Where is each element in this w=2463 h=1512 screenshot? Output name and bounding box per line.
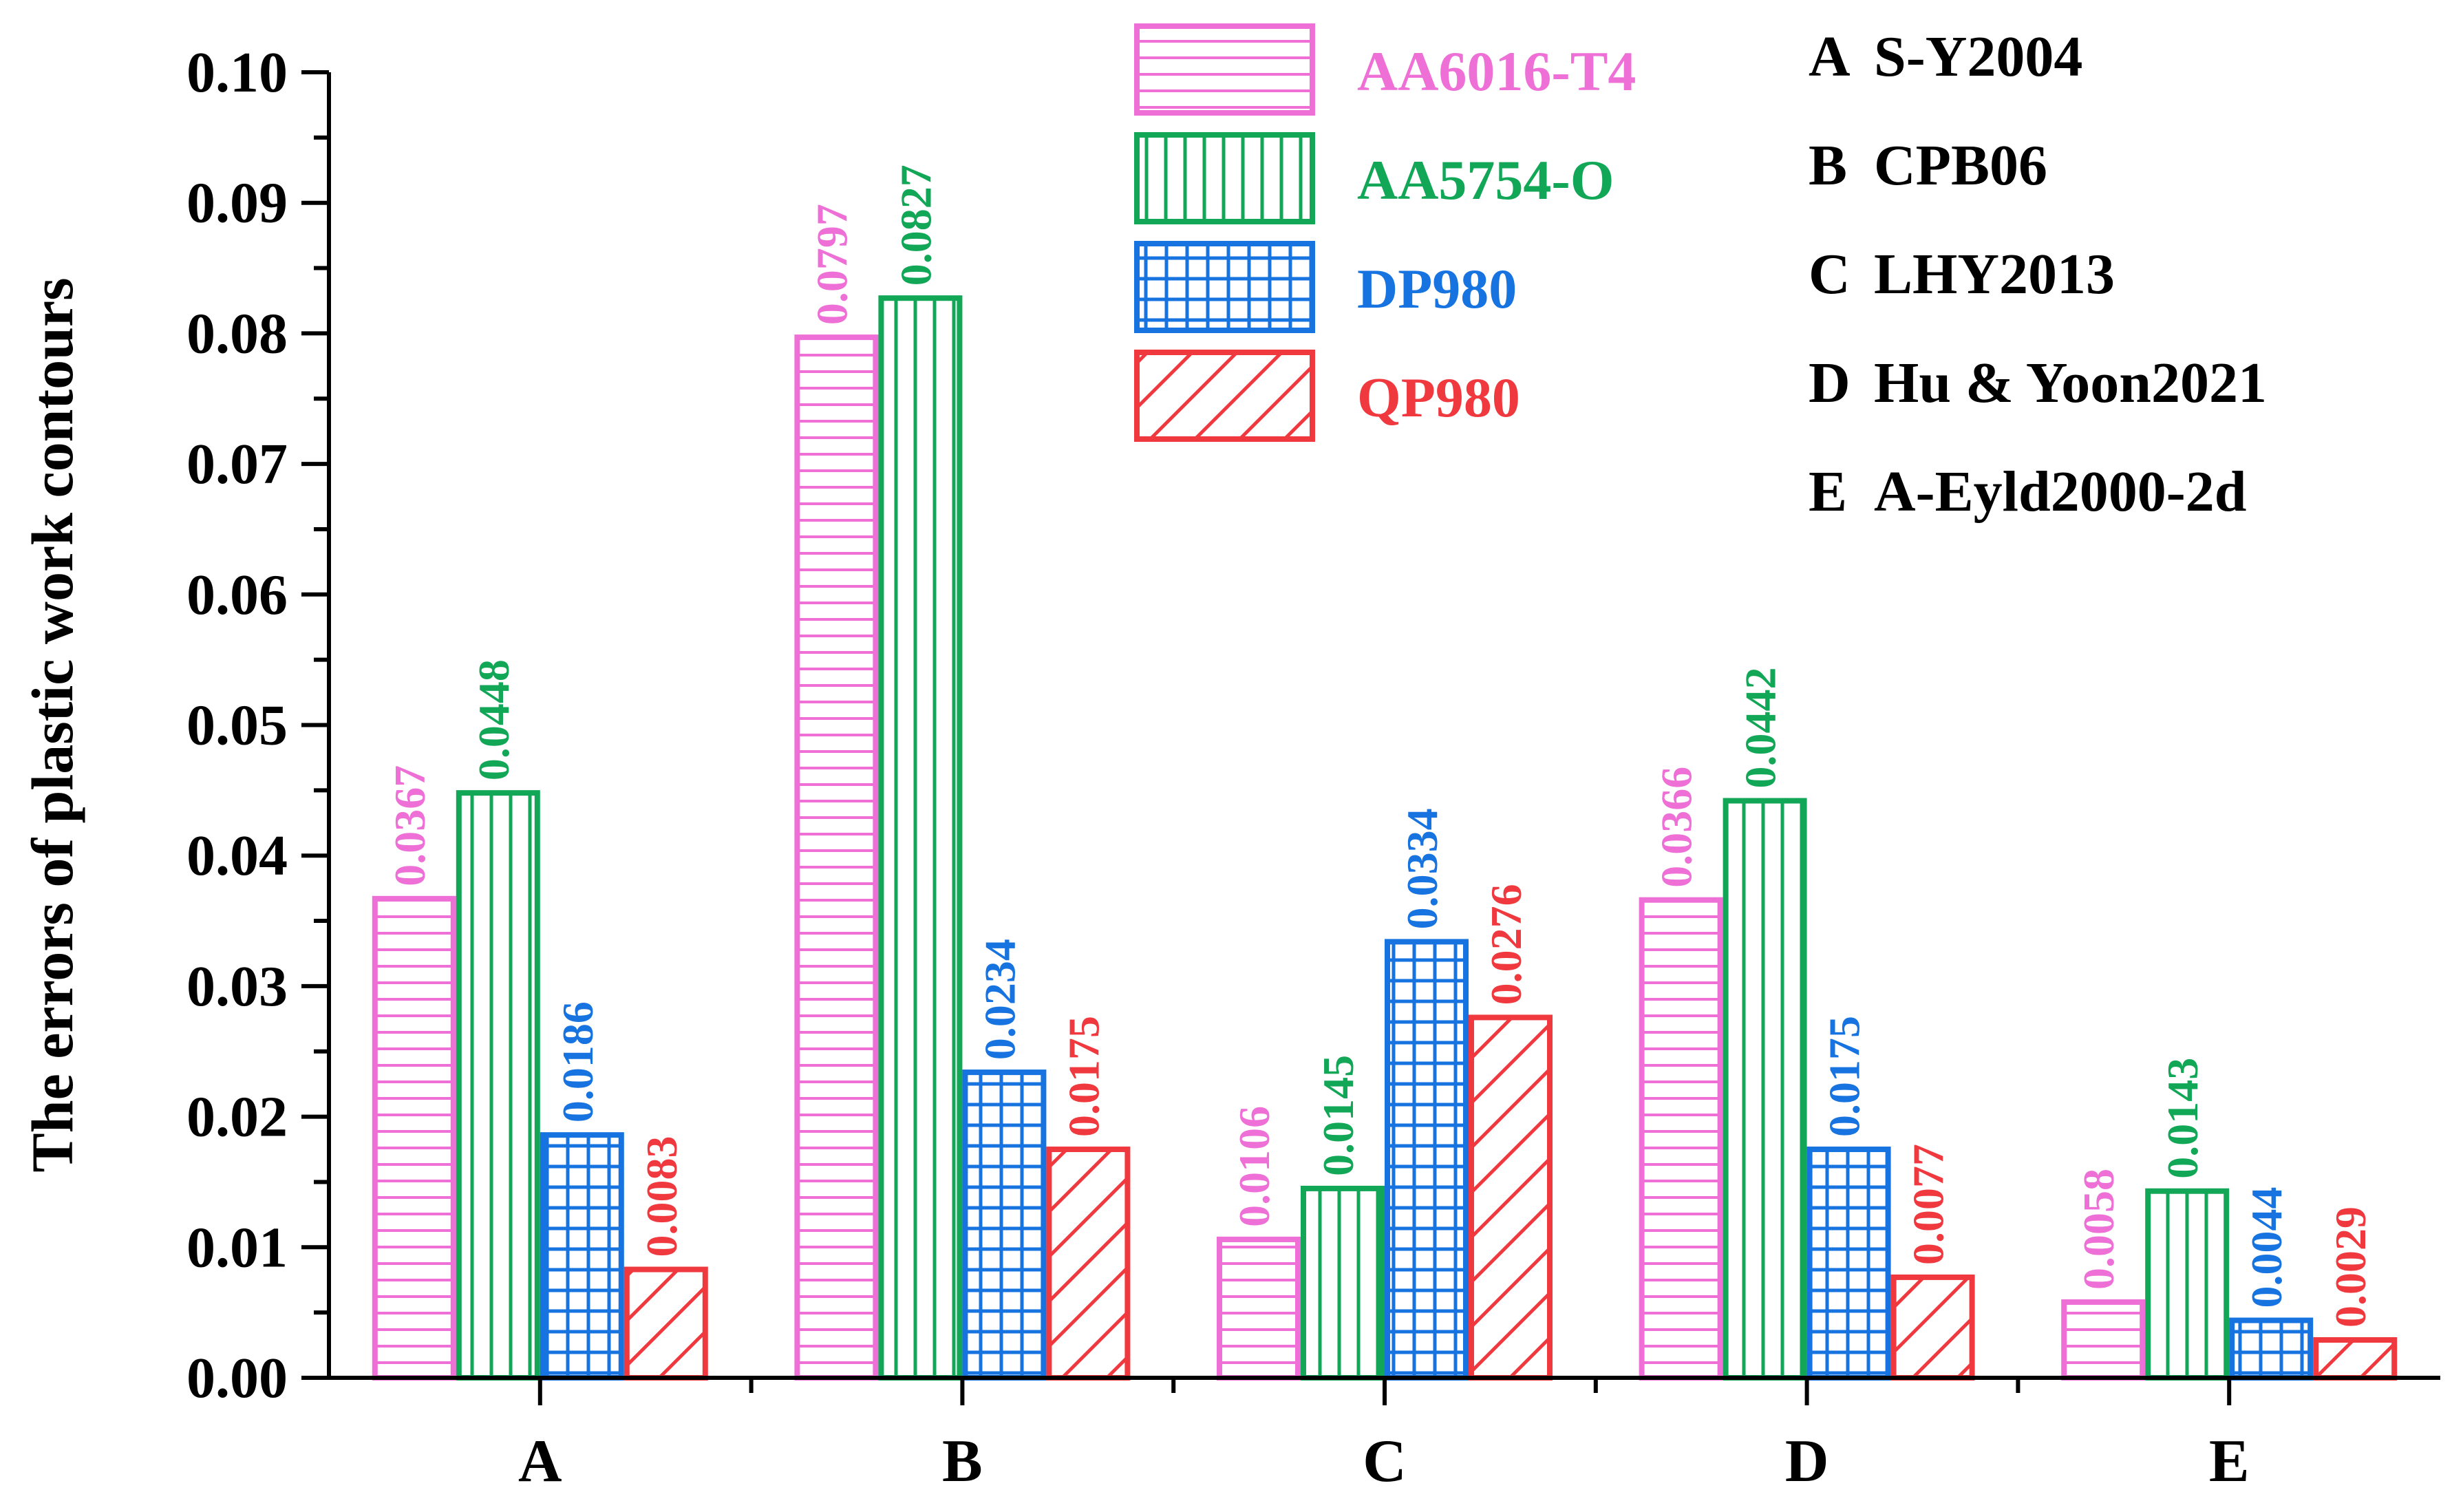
value-label-D-AA5754-O: 0.0442	[1736, 668, 1785, 789]
bar-D-AA5754-O	[1723, 798, 1807, 1381]
legend-label-DP980: DP980	[1357, 257, 1517, 320]
x-tick-label: D	[1785, 1428, 1829, 1495]
model-key-item-A: A S-Y2004	[1809, 25, 2082, 89]
value-label-A-QP980: 0.0083	[637, 1136, 686, 1257]
model-key-item-C: C LHY2013	[1809, 242, 2115, 306]
bar-B-AA6016-T4	[794, 334, 879, 1381]
bar-C-QP980	[1469, 1014, 1553, 1381]
x-tick-label: C	[1363, 1428, 1407, 1495]
y-tick-label: 0.09	[186, 171, 288, 235]
legend-label-AA6016-T4: AA6016-T4	[1357, 40, 1636, 103]
bar-A-QP980	[623, 1266, 708, 1381]
axes-group: 0.00 0.01 0.02 0.03 0.04 0.05 0.06 0.07 0.08 0.09…	[186, 41, 2440, 1495]
y-tick-label: 0.00	[186, 1346, 288, 1410]
model-key: A S-Y2004 B CPB06 C LHY2013 D Hu & Yoon2021 E A-E…	[1809, 25, 2267, 524]
y-tick-label: 0.10	[186, 41, 288, 105]
y-tick-label: 0.05	[186, 694, 288, 758]
model-key-item-D: D Hu & Yoon2021	[1809, 351, 2267, 415]
bar-B-QP980	[1046, 1147, 1131, 1381]
bar-B-DP980	[962, 1069, 1047, 1381]
model-key-item-B: B CPB06	[1809, 134, 2047, 198]
bar-E-DP980	[2229, 1317, 2314, 1381]
x-tick-label: A	[518, 1428, 562, 1495]
value-label-C-AA5754-O: 0.0145	[1314, 1055, 1363, 1176]
y-tick-label: 0.03	[186, 955, 288, 1019]
bar-D-DP980	[1806, 1147, 1891, 1381]
bar-D-QP980	[1890, 1274, 1975, 1381]
value-label-E-AA5754-O: 0.0143	[2158, 1058, 2207, 1179]
bar-E-AA5754-O	[2145, 1188, 2230, 1381]
value-label-E-DP980: 0.0044	[2242, 1187, 2291, 1308]
value-label-C-DP980: 0.0334	[1398, 808, 1447, 929]
y-axis-title: The errors of plastic work contours	[19, 277, 85, 1172]
bars-group	[372, 295, 2398, 1381]
bar-C-AA5754-O	[1301, 1185, 1385, 1381]
legend-swatch-QP980	[1134, 350, 1315, 442]
y-tick-label: 0.02	[186, 1085, 288, 1149]
legend: AA6016-T4 AA5754-O DP980 QP980	[1134, 23, 1636, 442]
value-labels-group: 0.0367 0.0448 0.0186 0.0083 0.0797 0.0827 0.02…	[385, 164, 2375, 1328]
legend-swatch-DP980	[1134, 241, 1315, 333]
value-label-D-DP980: 0.0175	[1820, 1016, 1869, 1137]
value-label-E-QP980: 0.0029	[2326, 1206, 2375, 1328]
bar-A-DP980	[540, 1132, 624, 1381]
value-label-A-AA6016-T4: 0.0367	[385, 765, 434, 886]
bar-E-AA6016-T4	[2061, 1299, 2146, 1381]
bar-E-QP980	[2313, 1337, 2398, 1381]
value-label-A-AA5754-O: 0.0448	[469, 659, 518, 780]
value-label-B-AA6016-T4: 0.0797	[807, 204, 856, 325]
value-label-D-QP980: 0.0077	[1904, 1144, 1953, 1265]
bar-C-AA6016-T4	[1217, 1236, 1301, 1381]
legend-label-QP980: QP980	[1357, 366, 1520, 429]
value-label-C-QP980: 0.0276	[1482, 884, 1531, 1005]
value-label-D-AA6016-T4: 0.0366	[1652, 767, 1701, 888]
x-tick-label: B	[942, 1428, 983, 1495]
bar-B-AA5754-O	[878, 295, 963, 1381]
y-tick-label: 0.07	[186, 432, 288, 496]
value-label-A-DP980: 0.0186	[553, 1001, 602, 1122]
bar-D-AA6016-T4	[1639, 897, 1723, 1381]
value-label-E-AA6016-T4: 0.0058	[2074, 1169, 2123, 1290]
legend-swatch-AA5754-O	[1134, 132, 1315, 224]
legend-label-AA5754-O: AA5754-O	[1357, 149, 1614, 211]
bar-C-DP980	[1385, 939, 1469, 1381]
y-axis-title-group: The errors of plastic work contours	[19, 277, 85, 1172]
value-label-B-DP980: 0.0234	[975, 939, 1024, 1060]
legend-swatch-AA6016-T4	[1134, 23, 1315, 116]
value-label-B-QP980: 0.0175	[1059, 1016, 1108, 1137]
y-tick-label: 0.04	[186, 824, 288, 888]
y-tick-label: 0.01	[186, 1215, 288, 1279]
x-tick-label: E	[2209, 1428, 2250, 1495]
value-label-C-AA6016-T4: 0.0106	[1230, 1106, 1279, 1227]
value-label-B-AA5754-O: 0.0827	[891, 164, 940, 286]
model-key-item-E: E A-Eyld2000-2d	[1809, 460, 2246, 524]
y-tick-label: 0.06	[186, 563, 288, 627]
bar-A-AA6016-T4	[372, 895, 456, 1381]
bar-A-AA5754-O	[456, 790, 540, 1381]
y-tick-label: 0.08	[186, 301, 288, 365]
